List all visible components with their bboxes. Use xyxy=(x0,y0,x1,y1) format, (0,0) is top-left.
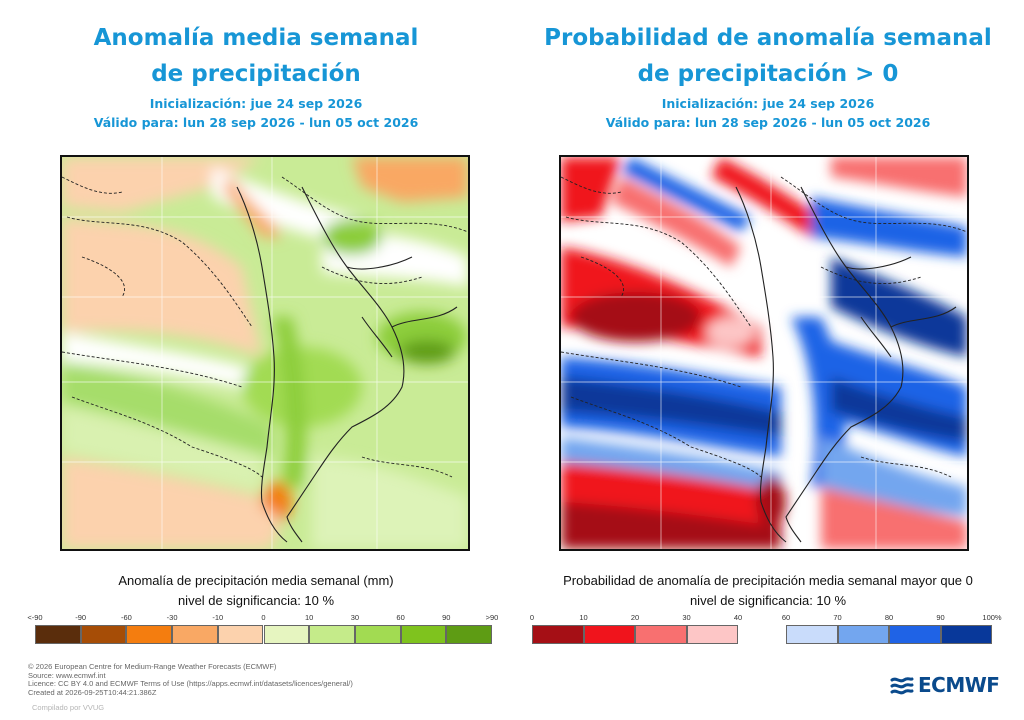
footer-copyright: © 2026 European Centre for Medium-Range … xyxy=(28,662,277,671)
anomaly-colorbar-swatch xyxy=(217,625,264,644)
anomaly-colorbar-tick: 0 xyxy=(261,613,266,622)
footer-source: Source: www.ecmwf.int xyxy=(28,670,106,680)
probability-map xyxy=(559,155,969,551)
probability-init-date: Inicialización: jue 24 sep 2026 xyxy=(661,96,875,111)
anomaly-colorbar-swatch xyxy=(400,625,447,644)
footer-credits: © 2026 European Centre for Medium-Range … xyxy=(28,662,353,697)
anomaly-legend-significance: nivel de significancia: 10 % xyxy=(177,593,335,608)
probability-colorbar-swatch-red xyxy=(686,625,738,644)
anomaly-panel: Anomalía media semanal de precipitación … xyxy=(0,20,512,645)
anomaly-title-line2: de precipitación xyxy=(151,61,361,87)
probability-title-line2: de precipitación > 0 xyxy=(637,61,899,87)
anomaly-colorbar-tick: -90 xyxy=(75,613,87,622)
probability-colorbar-tick: 20 xyxy=(630,613,640,622)
probability-colorbar-swatch-blue xyxy=(837,625,889,644)
probability-title: Probabilidad de anomalía semanal de prec… xyxy=(512,20,1024,92)
anomaly-init-date: Inicialización: jue 24 sep 2026 xyxy=(149,96,363,111)
anomaly-valid-range: Válido para: lun 28 sep 2026 - lun 05 oc… xyxy=(93,115,419,130)
anomaly-colorbar-tick: <-90 xyxy=(27,613,43,622)
probability-colorbar-tick: 10 xyxy=(579,613,588,622)
probability-colorbar-tick: 80 xyxy=(884,613,894,622)
ecmwf-logo-text: ECMWF xyxy=(918,673,1000,697)
probability-colorbar-tick: 30 xyxy=(682,613,691,622)
anomaly-colorbar-swatch xyxy=(263,625,310,644)
probability-colorbar-tick: 60 xyxy=(781,613,791,622)
probability-colorbar-tick: 90 xyxy=(936,613,945,622)
anomaly-colorbar-tick: 10 xyxy=(305,613,314,622)
ecmwf-logo-icon xyxy=(890,677,914,695)
anomaly-map xyxy=(60,155,470,551)
probability-colorbar: 0 10 20 30 40 60 70 80 90 100% xyxy=(529,613,1002,645)
probability-colorbar-swatch-blue xyxy=(940,625,992,644)
anomaly-colorbar-tick: -30 xyxy=(166,613,178,622)
probability-colorbar-tick: 0 xyxy=(529,613,535,622)
anomaly-title-line1: Anomalía media semanal xyxy=(93,25,419,51)
probability-colorbar-swatch-blue xyxy=(786,625,838,644)
anomaly-colorbar-swatch xyxy=(446,625,492,644)
probability-colorbar-swatch-red xyxy=(532,625,584,644)
anomaly-colorbar-swatch xyxy=(126,625,173,644)
footer-created: Created at 2026-09-25T10:44:21.386Z xyxy=(28,687,157,697)
probability-colorbar-tick: 40 xyxy=(733,613,743,622)
anomaly-colorbar-tick: 30 xyxy=(350,613,360,622)
anomaly-colorbar-swatch xyxy=(309,625,355,644)
anomaly-colorbar-tick: >90 xyxy=(485,613,499,622)
anomaly-colorbar-tick: -10 xyxy=(212,613,224,622)
probability-colorbar-swatch-blue xyxy=(889,625,941,644)
probability-colorbar-tick: 100% xyxy=(982,613,1002,622)
anomaly-colorbar-swatch xyxy=(80,625,127,644)
compiled-by: Compilado por VVUG xyxy=(32,703,105,712)
probability-colorbar-swatch-red xyxy=(583,625,635,644)
probability-valid-range: Válido para: lun 28 sep 2026 - lun 05 oc… xyxy=(605,115,931,130)
anomaly-colorbar: <-90 -90 -60 -30 -10 0 10 30 60 90 >90 xyxy=(27,613,498,645)
ecmwf-logo: ECMWF xyxy=(890,673,1000,697)
footer-licence: Licence: CC BY 4.0 and ECMWF Terms of Us… xyxy=(28,679,353,688)
anomaly-colorbar-swatch xyxy=(172,625,218,644)
anomaly-title: Anomalía media semanal de precipitación xyxy=(0,20,512,92)
probability-legend-significance: nivel de significancia: 10 % xyxy=(689,593,847,608)
anomaly-legend-title: Anomalía de precipitación media semanal … xyxy=(118,573,394,588)
anomaly-colorbar-tick: -60 xyxy=(120,613,132,622)
anomaly-colorbar-tick: 90 xyxy=(442,613,451,622)
anomaly-colorbar-swatch xyxy=(354,625,401,644)
probability-legend-title: Probabilidad de anomalía de precipitació… xyxy=(563,573,973,588)
anomaly-colorbar-swatch xyxy=(35,625,81,644)
anomaly-colorbar-tick: 60 xyxy=(396,613,405,622)
probability-colorbar-tick: 70 xyxy=(833,613,842,622)
probability-colorbar-swatch-red xyxy=(635,625,687,644)
probability-panel: Probabilidad de anomalía semanal de prec… xyxy=(512,0,1024,720)
probability-title-line1: Probabilidad de anomalía semanal xyxy=(544,25,992,51)
